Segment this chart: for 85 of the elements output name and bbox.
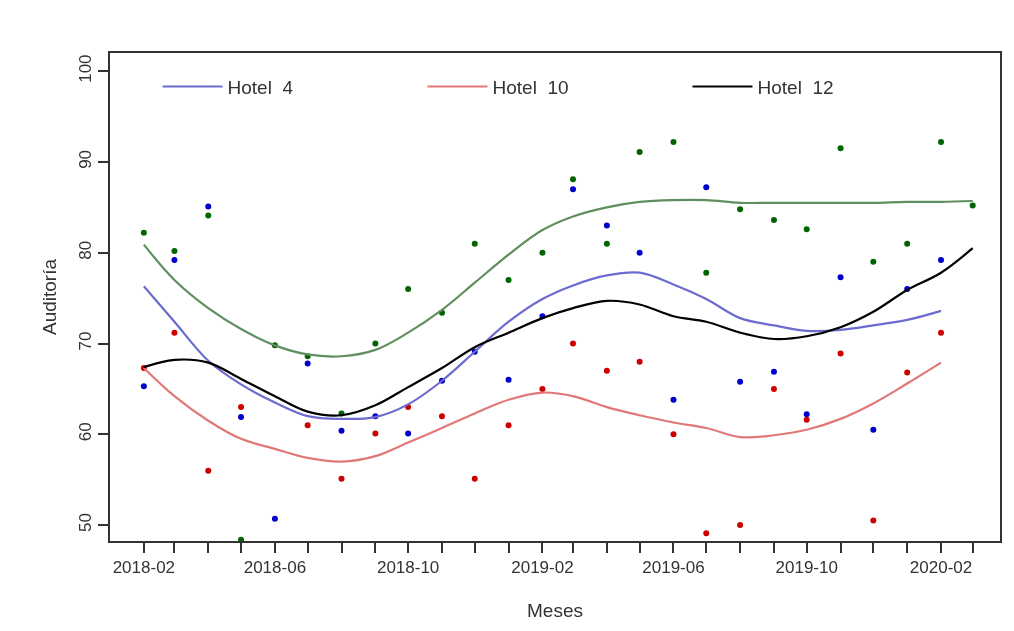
point: [505, 276, 512, 283]
point: [737, 378, 744, 385]
point: [505, 376, 512, 383]
point: [205, 203, 212, 210]
point: [271, 515, 278, 522]
point: [304, 422, 311, 429]
point: [938, 138, 945, 145]
point: [570, 186, 577, 193]
point: [539, 249, 546, 256]
point: [670, 396, 677, 403]
y-tick-label: 100: [76, 54, 96, 83]
line-series: [142, 361, 943, 463]
line-series: [142, 247, 974, 417]
point: [837, 350, 844, 357]
point: [803, 416, 810, 423]
point: [837, 274, 844, 281]
point: [171, 257, 178, 263]
point: [603, 222, 610, 229]
point: [969, 202, 976, 209]
x-tick-label: 2019-02: [511, 558, 574, 578]
point: [870, 258, 877, 265]
point: [737, 206, 744, 213]
point: [171, 247, 178, 254]
point: [471, 475, 478, 482]
point: [405, 430, 412, 437]
point: [803, 411, 810, 418]
point: [372, 430, 379, 437]
point: [770, 368, 777, 375]
point: [770, 385, 777, 392]
point: [304, 360, 311, 367]
x-tick-label: 2019-06: [642, 558, 705, 578]
y-tick-label: 90: [76, 149, 96, 169]
x-tick-label: 2018-02: [112, 558, 176, 578]
y-axis-title: Auditoría: [38, 258, 60, 336]
point: [703, 184, 710, 191]
point: [171, 329, 178, 336]
point: [938, 329, 945, 336]
x-tick-label: 2019-10: [775, 558, 838, 578]
point: [904, 240, 911, 247]
point: [636, 358, 643, 365]
x-tick-label: 2018-06: [243, 558, 307, 578]
y-tick-label: 70: [76, 331, 96, 351]
y-tick-label: 60: [76, 422, 96, 442]
point: [438, 413, 445, 420]
y-tick-label: 80: [76, 240, 96, 260]
point: [670, 431, 677, 438]
point: [770, 217, 777, 224]
legend-label: Hotel 10: [492, 76, 569, 98]
point: [238, 414, 245, 421]
point: [938, 257, 945, 263]
point: [703, 530, 710, 537]
point: [539, 385, 546, 392]
point: [737, 522, 744, 529]
point: [870, 517, 877, 524]
point: [803, 226, 810, 233]
point: [405, 286, 412, 293]
point: [140, 383, 147, 390]
point: [570, 340, 577, 347]
line-series: [142, 198, 974, 358]
x-tick-label: 2018-10: [376, 558, 440, 578]
point: [205, 212, 212, 219]
point: [140, 229, 147, 236]
point: [505, 422, 512, 429]
y-tick-label: 50: [76, 513, 96, 533]
point: [636, 148, 643, 155]
point: [338, 475, 345, 482]
legend-label: Hotel 12: [757, 76, 834, 98]
point: [338, 427, 345, 434]
point: [205, 467, 212, 474]
point: [603, 240, 610, 247]
line-series: [142, 271, 943, 421]
point: [670, 138, 677, 145]
point: [837, 145, 844, 152]
point: [870, 426, 877, 433]
legend-label: Hotel 4: [227, 76, 294, 98]
point: [570, 176, 577, 183]
point: [636, 249, 643, 256]
point: [703, 269, 710, 276]
point: [372, 340, 379, 347]
point: [904, 369, 911, 376]
x-axis-title: Meses: [527, 600, 583, 622]
point: [603, 367, 610, 374]
x-tick-label: 2020-02: [909, 558, 973, 578]
point: [238, 404, 245, 411]
point: [471, 240, 478, 247]
